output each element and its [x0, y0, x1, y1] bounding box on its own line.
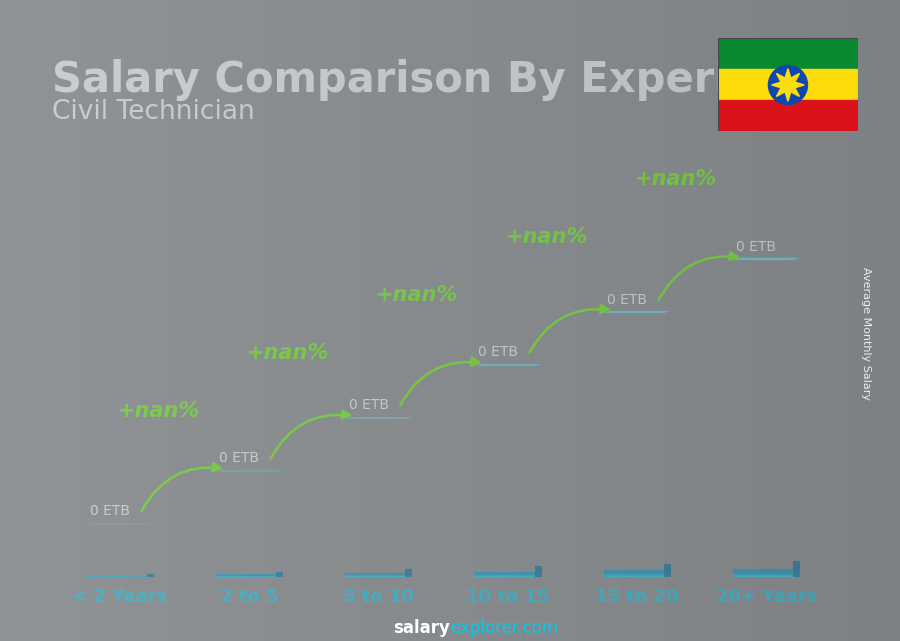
Text: Average Monthly Salary: Average Monthly Salary — [860, 267, 871, 400]
Text: 0 ETB: 0 ETB — [348, 398, 389, 412]
Polygon shape — [771, 69, 805, 101]
Bar — [718, 101, 858, 131]
Text: +nan%: +nan% — [506, 227, 588, 247]
Text: +nan%: +nan% — [634, 169, 717, 189]
Text: 0 ETB: 0 ETB — [220, 451, 259, 465]
Polygon shape — [604, 311, 670, 313]
Bar — [718, 69, 858, 101]
Text: 0 ETB: 0 ETB — [736, 240, 777, 254]
Polygon shape — [733, 258, 800, 260]
Text: +nan%: +nan% — [247, 343, 329, 363]
Text: +nan%: +nan% — [376, 285, 458, 305]
Bar — [718, 38, 858, 69]
Text: salary: salary — [393, 619, 450, 637]
Text: 0 ETB: 0 ETB — [608, 293, 647, 306]
Text: explorer.com: explorer.com — [450, 619, 558, 637]
Text: 0 ETB: 0 ETB — [90, 504, 130, 518]
Polygon shape — [474, 364, 542, 366]
Text: 0 ETB: 0 ETB — [478, 345, 518, 360]
Text: Civil Technician: Civil Technician — [52, 99, 255, 125]
Circle shape — [769, 65, 807, 104]
Polygon shape — [345, 417, 412, 419]
Polygon shape — [216, 470, 283, 471]
Text: Salary Comparison By Experience: Salary Comparison By Experience — [52, 58, 840, 101]
Text: +nan%: +nan% — [118, 401, 200, 421]
